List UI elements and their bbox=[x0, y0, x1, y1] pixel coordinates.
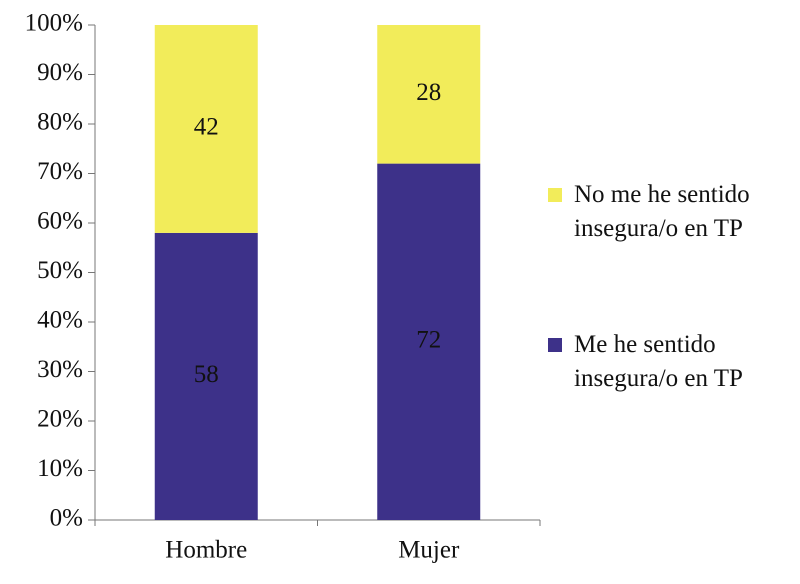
y-tick-label: 40% bbox=[37, 307, 83, 334]
y-tick-label: 70% bbox=[37, 158, 83, 185]
y-tick-label: 90% bbox=[37, 59, 83, 86]
y-tick-label: 20% bbox=[37, 406, 83, 433]
y-tick-label: 0% bbox=[50, 505, 83, 532]
data-label: 28 bbox=[416, 79, 441, 106]
x-tick-label: Hombre bbox=[165, 537, 247, 564]
bar-segment bbox=[154, 25, 258, 233]
data-label: 72 bbox=[416, 327, 441, 354]
legend-swatch bbox=[548, 188, 562, 202]
legend-label: No me he sentido insegura/o en TP bbox=[574, 181, 750, 242]
y-tick-label: 60% bbox=[37, 208, 83, 235]
legend-item: Me he sentido insegura/o en TP bbox=[548, 328, 793, 396]
data-label: 42 bbox=[194, 114, 219, 141]
bar-segment bbox=[154, 232, 258, 520]
x-tick-label: Mujer bbox=[398, 537, 460, 564]
legend-item: No me he sentido insegura/o en TP bbox=[548, 178, 793, 246]
y-tick-label: 100% bbox=[25, 10, 83, 37]
y-tick-label: 50% bbox=[37, 257, 83, 284]
bar-segment bbox=[377, 163, 481, 520]
data-label: 58 bbox=[194, 361, 219, 388]
y-tick-label: 30% bbox=[37, 356, 83, 383]
y-tick-label: 80% bbox=[37, 109, 83, 136]
y-tick-label: 10% bbox=[37, 455, 83, 482]
bar-segment bbox=[377, 25, 481, 164]
legend-label: Me he sentido insegura/o en TP bbox=[574, 331, 743, 392]
legend-swatch bbox=[548, 338, 562, 352]
